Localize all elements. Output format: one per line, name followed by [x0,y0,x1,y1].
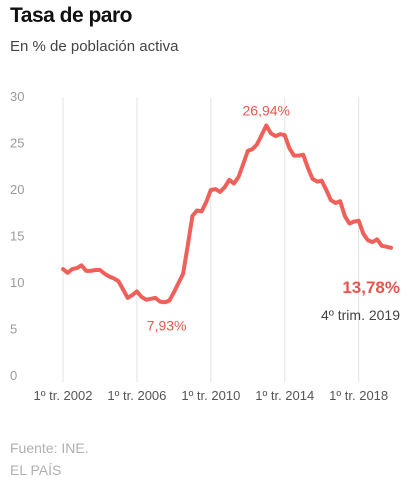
x-tick-label: 1º tr. 2014 [255,388,314,403]
y-tick-label: 15 [10,229,24,244]
max-annotation: 26,94% [243,102,290,118]
x-tick-label: 1º tr. 2002 [34,388,93,403]
page-subtitle: En % de población activa [10,38,179,55]
unemployment-series-line [61,123,393,305]
grid-layer [62,97,360,382]
y-tick-label: 30 [10,89,24,104]
page-title: Tasa de paro [10,4,133,27]
last-period-annotation: 4º trim. 2019 [321,307,400,323]
y-tick-label: 0 [10,368,17,383]
x-tick-label: 1º tr. 2018 [329,388,388,403]
series-layer [61,123,393,305]
y-tick-label: 5 [10,322,17,337]
min-annotation: 7,93% [147,317,187,333]
last-value-annotation: 13,78% [342,278,400,297]
brand-credit: EL PAÍS [10,462,62,478]
y-tick-label: 25 [10,136,24,151]
y-tick-label: 20 [10,182,24,197]
y-tick-label: 10 [10,275,24,290]
x-tick-label: 1º tr. 2010 [181,388,240,403]
x-tick-label: 1º tr. 2006 [107,388,166,403]
source-note: Fuente: INE. [10,440,89,456]
y-axis-ticks: 0 5 10 15 20 25 30 [10,89,24,383]
annotations: 26,94% 7,93% 13,78% 4º trim. 2019 [147,102,400,333]
x-axis-ticks: 1º tr. 2002 1º tr. 2006 1º tr. 2010 1º tr. … [34,388,389,403]
